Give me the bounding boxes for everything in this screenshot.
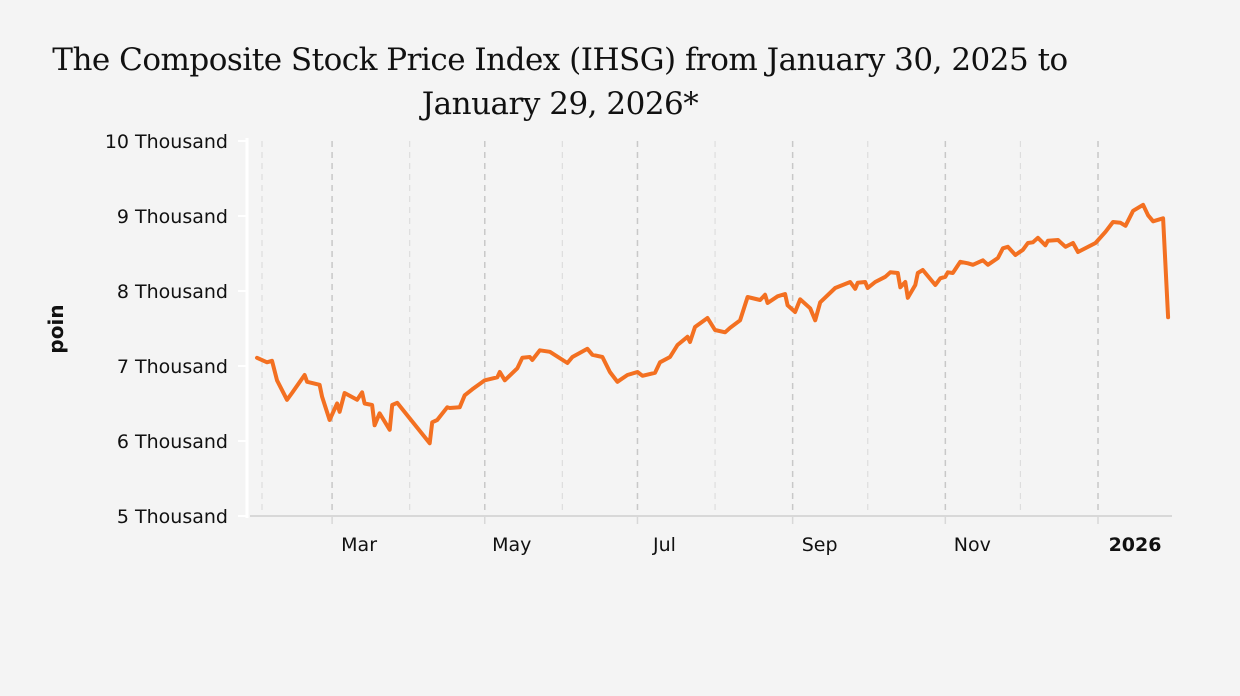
y-tick-label: 5 Thousand [117,506,228,528]
x-tick-label: Mar [341,534,377,556]
x-tick-label: Sep [802,534,838,556]
chart-title-line2: January 29, 2026* [421,86,699,122]
y-tick-label: 10 Thousand [105,131,228,153]
series-line-ihsg [255,202,1171,446]
chart-title: The Composite Stock Price Index (IHSG) f… [0,38,1120,126]
y-tick-label: 9 Thousand [117,206,228,228]
x-tick-label: Jul [652,534,676,556]
axes [245,138,1172,518]
series-layer [255,202,1171,446]
y-axis-label: poin [44,304,68,353]
x-axis-ticks: Mar May Jul Sep Nov 2026 [331,516,1162,556]
x-tick-label: Nov [954,534,991,556]
y-tick-label: 7 Thousand [117,356,228,378]
gridlines [261,141,1099,516]
x-tick-label: 2026 [1109,534,1162,556]
y-tick-label: 8 Thousand [117,281,228,303]
x-tick-label: May [492,534,531,556]
y-axis-ticks: 5 Thousand 6 Thousand 7 Thousand 8 Thousand… [105,131,247,528]
y-tick-label: 6 Thousand [117,431,228,453]
chart-title-line1: The Composite Stock Price Index (IHSG) f… [52,42,1068,78]
